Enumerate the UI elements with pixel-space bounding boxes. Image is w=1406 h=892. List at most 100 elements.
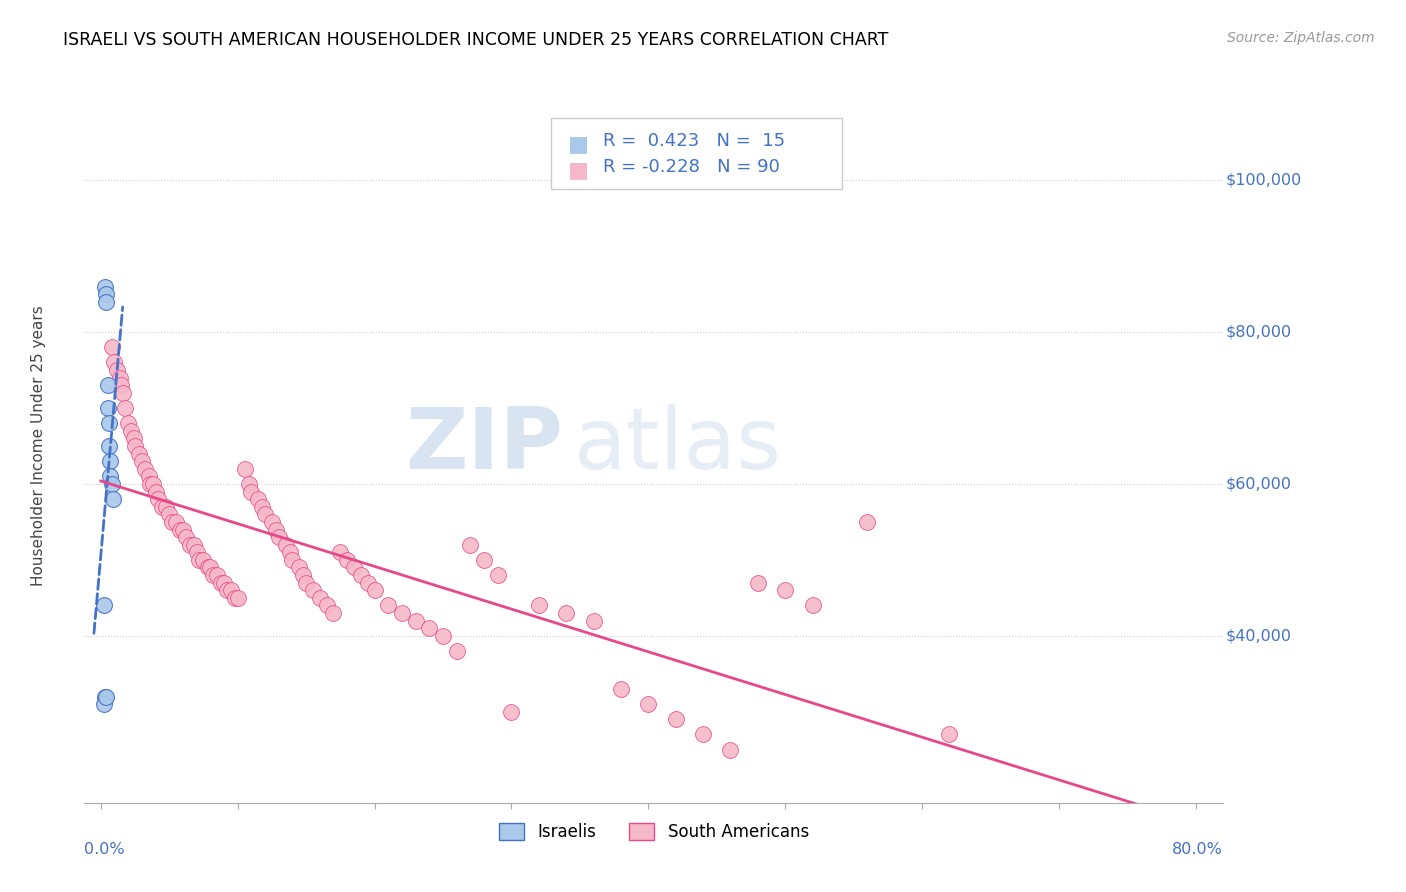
Text: ZIP: ZIP [405,404,562,488]
Point [186,545,208,559]
Point [98,454,121,468]
Point [96,287,118,301]
Point [96,294,118,309]
Point [267,530,290,544]
Point [97,378,120,392]
Point [856,515,879,529]
Point [486,568,509,582]
FancyBboxPatch shape [551,118,842,189]
Point [446,644,468,658]
Text: $40,000: $40,000 [1226,628,1292,643]
Point [692,727,714,741]
Text: $60,000: $60,000 [1226,476,1292,491]
Point [252,500,274,514]
Point [98,469,121,483]
Text: atlas: atlas [574,404,782,488]
Point [131,454,153,468]
Point [172,523,194,537]
Point [405,614,427,628]
Point [215,583,238,598]
Point [418,621,440,635]
Point [295,575,318,590]
Point [260,515,283,529]
Text: Householder Income Under 25 years: Householder Income Under 25 years [31,306,46,586]
Text: 0.0%: 0.0% [84,842,125,857]
Legend: Israelis, South Americans: Israelis, South Americans [492,816,815,848]
Point [247,492,270,507]
Point [357,575,380,590]
Point [747,575,769,590]
Point [501,705,523,719]
Point [122,431,145,445]
Point [432,629,454,643]
Point [93,697,115,711]
Text: R =  0.423   N =  15: R = 0.423 N = 15 [603,132,785,150]
Point [150,500,173,514]
Point [188,553,211,567]
Point [142,477,165,491]
Point [329,545,352,559]
Point [288,560,311,574]
Point [98,416,121,430]
Point [100,477,122,491]
Point [773,583,796,598]
Point [377,599,399,613]
Point [96,690,118,704]
Point [363,583,385,598]
Point [197,560,219,574]
Point [94,690,117,704]
Point [264,523,287,537]
Point [93,599,115,613]
Point [165,515,187,529]
Point [801,599,824,613]
Point [343,560,366,574]
Point [308,591,330,605]
Point [103,355,125,369]
Point [224,591,246,605]
Point [128,447,150,461]
Point [938,727,960,741]
Point [226,591,249,605]
Text: ■: ■ [568,134,589,154]
Point [183,538,205,552]
Point [281,553,304,567]
Point [350,568,373,582]
Point [212,575,235,590]
Text: $80,000: $80,000 [1226,325,1292,340]
Point [97,401,120,415]
Point [160,515,183,529]
Text: ■: ■ [568,161,589,180]
Point [302,583,325,598]
Point [108,370,131,384]
Point [98,439,121,453]
Text: R = -0.228   N = 90: R = -0.228 N = 90 [603,159,779,177]
Text: $100,000: $100,000 [1226,173,1302,188]
Point [278,545,301,559]
Text: Source: ZipAtlas.com: Source: ZipAtlas.com [1227,31,1375,45]
Point [193,553,215,567]
Point [134,462,156,476]
Point [155,500,177,514]
Point [292,568,315,582]
Point [720,742,742,756]
Point [315,599,337,613]
Point [238,477,260,491]
Point [110,378,132,392]
Text: ISRAELI VS SOUTH AMERICAN HOUSEHOLDER INCOME UNDER 25 YEARS CORRELATION CHART: ISRAELI VS SOUTH AMERICAN HOUSEHOLDER IN… [63,31,889,49]
Point [174,530,197,544]
Point [219,583,242,598]
Point [101,492,124,507]
Point [555,606,578,620]
Point [527,599,550,613]
Point [120,424,142,438]
Point [139,477,162,491]
Point [460,538,482,552]
Text: 80.0%: 80.0% [1173,842,1223,857]
Point [391,606,413,620]
Point [322,606,344,620]
Point [111,385,134,400]
Point [117,416,139,430]
Point [254,508,277,522]
Point [148,492,170,507]
Point [202,568,225,582]
